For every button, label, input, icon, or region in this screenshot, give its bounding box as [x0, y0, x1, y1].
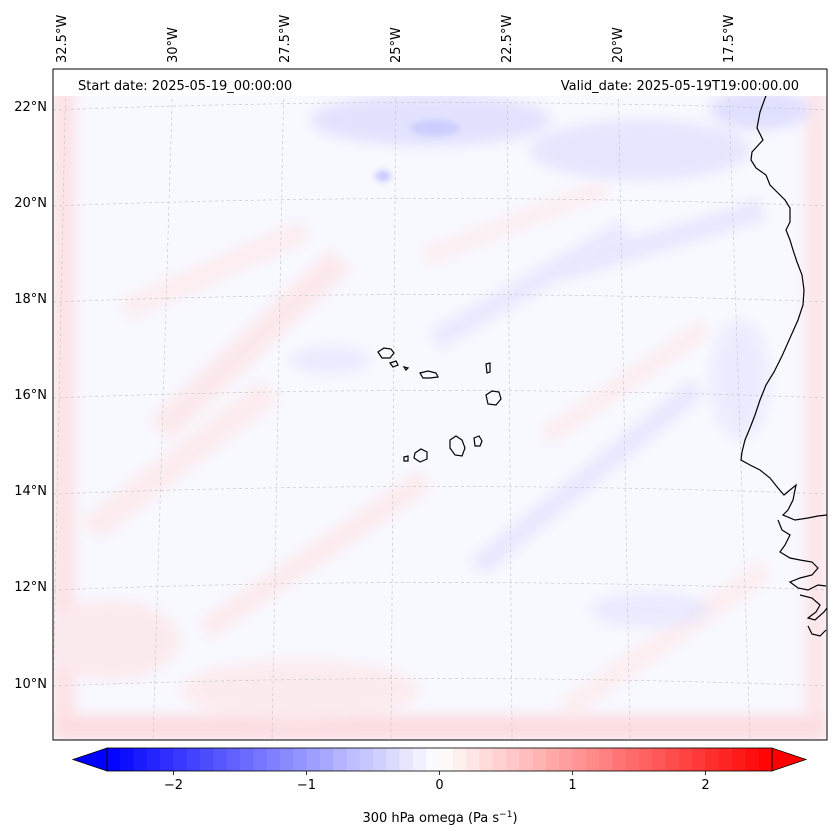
colorbar-cell: [386, 748, 400, 771]
start-date-label: Start date: 2025-05-19_00:00:00: [78, 79, 292, 94]
colorbar-tick-label: 0: [435, 778, 443, 793]
colorbar-cell: [745, 748, 760, 771]
colorbar-cell: [559, 748, 573, 771]
colorbar-cell: [399, 748, 414, 771]
colorbar-cell: [718, 748, 733, 771]
colorbar-cell: [412, 748, 427, 771]
lon-label: 20°W: [611, 27, 626, 63]
colorbar-label-sup: −1: [499, 810, 512, 820]
colorbar-cell: [293, 748, 307, 771]
colorbar-extend-max: [771, 747, 808, 772]
map-frame: [52, 68, 828, 741]
colorbar-cell: [426, 748, 440, 771]
colorbar-cell: [532, 748, 547, 771]
colorbar-cell: [160, 748, 174, 771]
colorbar-cell: [492, 748, 507, 771]
colorbar-cell: [107, 748, 121, 771]
colorbar-label-close: ): [512, 811, 517, 826]
colorbar-ticks: −2 −1 0 1 2: [164, 771, 710, 793]
colorbar-cell: [599, 748, 613, 771]
colorbar-cell: [545, 748, 560, 771]
colorbar-cell: [639, 748, 653, 771]
colorbar-label-text: 300 hPa omega (Pa s: [362, 811, 499, 826]
lon-label: 27.5°W: [278, 15, 293, 63]
colorbar-tick-label: −2: [164, 778, 183, 793]
map-panel: Start date: 2025-05-19_00:00:00 Valid_da…: [52, 68, 828, 741]
colorbar-cell: [732, 748, 746, 771]
colorbar-cell: [665, 748, 680, 771]
colorbar-cell: [279, 748, 294, 771]
colorbar-cells: [107, 748, 773, 771]
colorbar-cell: [758, 748, 773, 771]
colorbar-cell: [625, 748, 640, 771]
colorbar-cell: [266, 748, 281, 771]
colorbar-cell: [173, 748, 188, 771]
colorbar-cell: [612, 748, 627, 771]
colorbar-cell: [186, 748, 201, 771]
lon-label: 22.5°W: [500, 15, 515, 63]
colorbar-cell: [240, 748, 254, 771]
colorbar-cell: [146, 748, 161, 771]
colorbar-cell: [120, 748, 134, 771]
coastline: [377, 69, 827, 637]
colorbar-cell: [373, 748, 387, 771]
colorbar-cell: [585, 748, 600, 771]
lon-label: 30°W: [166, 27, 181, 63]
colorbar-cell: [439, 748, 454, 771]
colorbar-extend-min: [71, 747, 108, 772]
colorbar-tick-label: 1: [568, 778, 576, 793]
lon-label: 17.5°W: [722, 15, 737, 63]
colorbar-cell: [572, 748, 587, 771]
colorbar-cell: [359, 748, 374, 771]
lon-labels: 32.5°W 30°W 27.5°W 25°W 22.5°W 20°W 17.5…: [55, 15, 737, 63]
colorbar-cell: [692, 748, 706, 771]
lat-label: 22°N: [14, 100, 47, 115]
lat-label: 12°N: [14, 580, 47, 595]
valid-date-label: Valid_date: 2025-05-19T19:00:00.00: [561, 79, 799, 94]
colorbar-cell: [346, 748, 361, 771]
colorbar-tick-label: 2: [701, 778, 709, 793]
colorbar-label: 300 hPa omega (Pa s−1): [362, 810, 517, 826]
colorbar-cell: [466, 748, 480, 771]
lon-label: 32.5°W: [55, 15, 70, 63]
colorbar-cell: [226, 748, 241, 771]
colorbar-cell: [306, 748, 321, 771]
colorbar-cell: [519, 748, 533, 771]
gridlines: [53, 69, 827, 740]
colorbar-cell: [678, 748, 693, 771]
lat-label: 10°N: [14, 677, 47, 692]
lat-label: 20°N: [14, 196, 47, 211]
colorbar-cell: [213, 748, 228, 771]
colorbar-cell: [705, 748, 720, 771]
colorbar: −2 −1 0 1 2 300 hPa omega (Pa s−1): [71, 747, 808, 826]
colorbar-cell: [133, 748, 148, 771]
lat-label: 18°N: [14, 292, 47, 307]
colorbar-tick-label: −1: [297, 778, 316, 793]
colorbar-cell: [253, 748, 267, 771]
colorbar-cell: [506, 748, 520, 771]
omega-field: [53, 69, 827, 740]
lat-labels: 22°N 20°N 18°N 16°N 14°N 12°N 10°N: [14, 100, 47, 692]
colorbar-cell: [333, 748, 347, 771]
lat-label: 16°N: [14, 388, 47, 403]
colorbar-cell: [652, 748, 666, 771]
colorbar-cell: [200, 748, 214, 771]
colorbar-cell: [319, 748, 334, 771]
lon-label: 25°W: [389, 27, 404, 63]
header-band: [53, 69, 827, 96]
colorbar-cell: [452, 748, 467, 771]
lat-label: 14°N: [14, 484, 47, 499]
colorbar-cell: [479, 748, 494, 771]
